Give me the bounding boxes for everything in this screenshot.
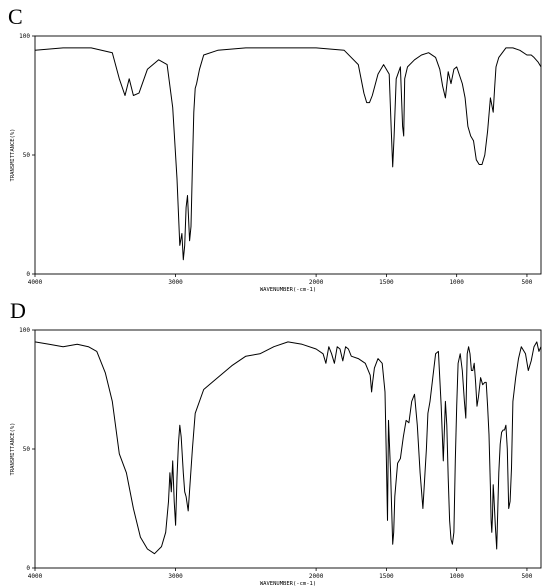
panel-label-c: C xyxy=(8,4,23,29)
x-tick-label-d: 1500 xyxy=(379,573,394,580)
spectrum-panel-d: D 4000 3000 2000 1500 1000 500100500WAVENUMBE… xyxy=(10,298,542,587)
spectrum-line-d xyxy=(34,341,542,555)
x-tick-label-d: 3000 xyxy=(168,573,183,580)
x-tick-label-d: 4000 xyxy=(28,573,43,580)
y-axis-label-c: TRANSMITTANCE(%) xyxy=(10,129,16,182)
y-tick-label-d: 50 xyxy=(23,446,31,453)
x-tick-label-c: 2000 xyxy=(309,279,324,286)
y-tick-label-d: 100 xyxy=(19,327,30,334)
x-tick-label-d: 1000 xyxy=(449,573,464,580)
plot-frame-c xyxy=(34,35,542,275)
x-tick-label-c: 500 xyxy=(522,279,533,286)
y-tick-label-c: 100 xyxy=(19,33,30,40)
x-tick-label-c: 1000 xyxy=(449,279,464,286)
spectrum-line-c xyxy=(34,47,542,261)
x-tick-label-c: 3000 xyxy=(168,279,183,286)
x-tick-label-d: 500 xyxy=(522,573,533,580)
x-tick-label-c: 4000 xyxy=(28,279,43,286)
x-axis-label-c: WAVENUMBER(-cm-1) xyxy=(260,287,316,293)
y-axis-label-d: TRANSMITTANCE(%) xyxy=(10,423,16,476)
y-tick-label-c: 50 xyxy=(23,152,31,159)
spectrum-panel-c: C 4000 3000 2000 1500 1000 500100500WAVENUMBE… xyxy=(8,4,542,293)
plot-frame-d xyxy=(34,329,542,569)
y-tick-label-c: 0 xyxy=(26,271,30,278)
x-tick-label-d: 2000 xyxy=(309,573,324,580)
y-tick-label-d: 0 xyxy=(26,565,30,572)
panel-label-d: D xyxy=(10,298,26,323)
x-tick-label-c: 1500 xyxy=(379,279,394,286)
x-axis-label-d: WAVENUMBER(-cm-1) xyxy=(260,581,316,587)
